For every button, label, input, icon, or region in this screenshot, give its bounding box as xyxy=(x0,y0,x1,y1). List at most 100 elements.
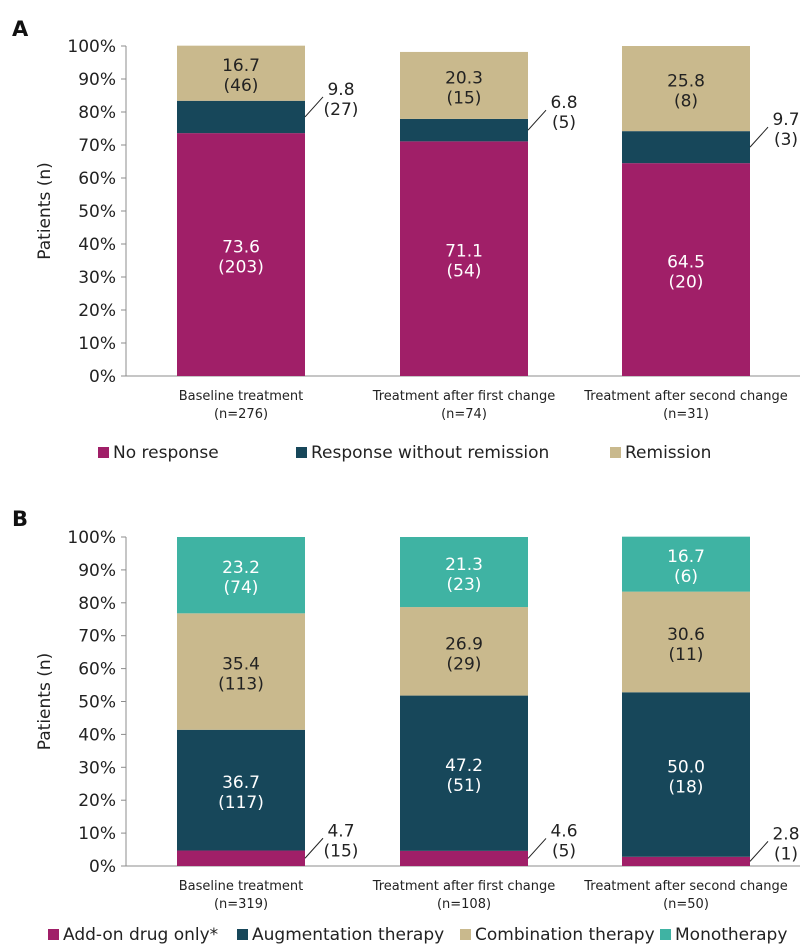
y-tick-label: 20% xyxy=(78,791,116,811)
y-tick-label: 60% xyxy=(78,660,116,680)
data-label-count: (23) xyxy=(447,575,482,595)
bar-segment-response-without-remission xyxy=(177,100,305,134)
legend-label: Response without remission xyxy=(311,443,549,463)
y-tick-label: 50% xyxy=(78,202,116,222)
chart-panel-A: A 0% 10% 20% 30% 40% 50% 60% 70% 80% 90% 100% Patien… xyxy=(12,17,800,463)
legend-swatch xyxy=(660,929,671,940)
data-label: 50.0 xyxy=(667,758,705,778)
y-tick-label: 90% xyxy=(78,70,116,90)
data-label: 20.3 xyxy=(445,68,483,88)
bar-segment-monotherapy xyxy=(400,537,528,608)
x-category-label: Treatment after first change xyxy=(372,389,556,404)
y-tick-label: 70% xyxy=(78,136,116,156)
legend-label: No response xyxy=(113,443,219,463)
data-label-count: (51) xyxy=(447,776,482,796)
x-category-label: Baseline treatment xyxy=(179,879,303,894)
x-category-n: (n=31) xyxy=(663,407,709,422)
bar-segment-monotherapy xyxy=(622,536,750,592)
y-tick-label: 20% xyxy=(78,301,116,321)
bar-segment-no-response xyxy=(622,163,750,376)
x-category-n: (n=50) xyxy=(663,897,709,912)
data-label-count: (54) xyxy=(447,262,482,282)
bar-segment-combination-therapy xyxy=(400,607,528,696)
data-label-count: (27) xyxy=(324,100,359,120)
callout-line xyxy=(527,838,547,859)
x-category-n: (n=74) xyxy=(441,407,487,422)
bar-segment-no-response xyxy=(400,141,528,376)
x-category-n: (n=276) xyxy=(214,407,268,422)
legend-swatch xyxy=(98,447,109,458)
chart-panel-B: B 0% 10% 20% 30% 40% 50% 60% 70% 80% 90% 100% Patien… xyxy=(12,507,800,945)
data-label-count: (117) xyxy=(218,793,264,813)
bar-segment-remission xyxy=(177,45,305,101)
data-label: 16.7 xyxy=(222,56,260,76)
y-tick-label: 0% xyxy=(89,367,116,387)
data-label: 23.2 xyxy=(222,558,260,578)
y-tick-label: 30% xyxy=(78,758,116,778)
data-label-count: (74) xyxy=(224,578,259,598)
y-tick-label: 40% xyxy=(78,725,116,745)
bar-segment-add-on-drug-only- xyxy=(400,850,528,866)
data-label: 26.9 xyxy=(445,634,483,654)
y-tick-label: 40% xyxy=(78,235,116,255)
legend-label: Monotherapy xyxy=(675,925,787,945)
y-tick-label: 50% xyxy=(78,693,116,713)
bar-segment-augmentation-therapy xyxy=(622,692,750,857)
legend-label: Augmentation therapy xyxy=(252,925,444,945)
bar-segment-add-on-drug-only- xyxy=(622,856,750,866)
y-axis-title: Patients (n) xyxy=(35,162,55,260)
data-label-count: (1) xyxy=(774,844,798,864)
legend-label: Combination therapy xyxy=(475,925,655,945)
data-label-count: (6) xyxy=(674,567,698,587)
x-category-n: (n=108) xyxy=(437,897,491,912)
y-tick-label: 10% xyxy=(78,334,116,354)
data-label-count: (15) xyxy=(447,88,482,108)
data-label: 9.8 xyxy=(327,80,354,100)
data-label: 71.1 xyxy=(445,242,483,262)
y-tick-label: 10% xyxy=(78,824,116,844)
bar-segment-combination-therapy xyxy=(177,613,305,730)
y-tick-label: 100% xyxy=(67,37,116,57)
data-label-count: (29) xyxy=(447,654,482,674)
x-category-n: (n=319) xyxy=(214,897,268,912)
data-label: 2.8 xyxy=(772,824,799,844)
data-label: 9.7 xyxy=(772,110,799,130)
data-label: 4.6 xyxy=(550,821,577,841)
data-label: 36.7 xyxy=(222,773,260,793)
x-category-label: Treatment after second change xyxy=(583,389,788,404)
data-label-count: (15) xyxy=(324,841,359,861)
bar-segment-remission xyxy=(622,46,750,132)
legend-label: Add-on drug only* xyxy=(63,925,218,945)
data-label: 30.6 xyxy=(667,625,705,645)
callout-line xyxy=(304,96,324,118)
data-label-count: (20) xyxy=(669,273,704,293)
y-tick-label: 80% xyxy=(78,594,116,614)
data-label: 6.8 xyxy=(550,93,577,113)
y-tick-label: 80% xyxy=(78,103,116,123)
data-label-count: (5) xyxy=(552,841,576,861)
data-label-count: (18) xyxy=(669,778,704,798)
y-tick-label: 60% xyxy=(78,169,116,189)
y-tick-label: 100% xyxy=(67,528,116,548)
legend-swatch xyxy=(610,447,621,458)
data-label: 4.7 xyxy=(327,821,354,841)
data-label: 35.4 xyxy=(222,655,260,675)
x-category-label: Treatment after first change xyxy=(372,879,556,894)
data-label-count: (113) xyxy=(218,675,264,695)
x-category-label: Treatment after second change xyxy=(583,879,788,894)
bar-segment-add-on-drug-only- xyxy=(177,850,305,866)
bar-segment-augmentation-therapy xyxy=(177,729,305,851)
legend-swatch xyxy=(237,929,248,940)
callout-line xyxy=(749,126,769,148)
y-tick-label: 70% xyxy=(78,627,116,647)
y-tick-label: 30% xyxy=(78,268,116,288)
data-label-count: (203) xyxy=(218,258,264,278)
data-label: 47.2 xyxy=(445,756,483,776)
legend-swatch xyxy=(48,929,59,940)
y-tick-label: 0% xyxy=(89,857,116,877)
data-label-count: (46) xyxy=(224,76,259,96)
data-label: 25.8 xyxy=(667,72,705,92)
callout-line xyxy=(304,837,324,859)
y-tick-label: 90% xyxy=(78,561,116,581)
